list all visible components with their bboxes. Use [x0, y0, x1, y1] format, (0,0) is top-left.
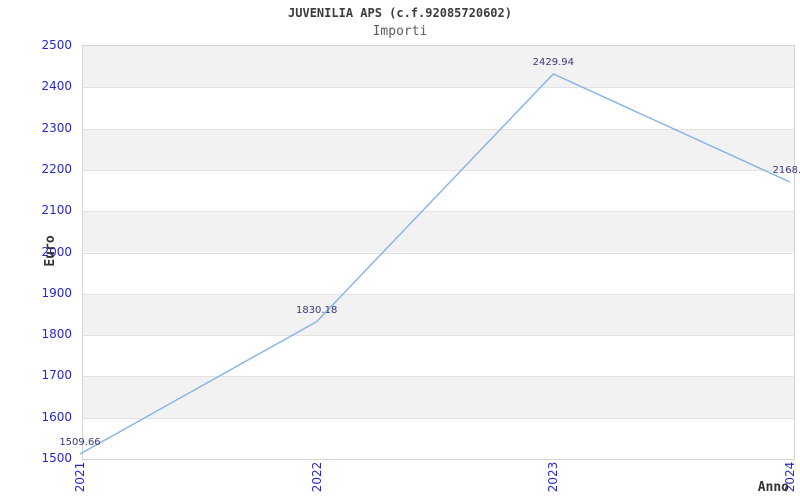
y-tick-label: 2200: [41, 161, 72, 176]
plot-band: [83, 417, 794, 459]
x-axis-title: Anno: [757, 480, 789, 495]
point-label: 2429.94: [532, 56, 574, 68]
y-tick-label: 2000: [41, 244, 72, 259]
gridline: [83, 87, 794, 89]
x-tick-label: 2021: [73, 461, 87, 493]
y-axis-title: Euro: [43, 235, 58, 267]
plot-band: [83, 335, 794, 377]
y-tick-label: 1500: [41, 451, 72, 465]
gridline: [83, 128, 794, 130]
gridline: [83, 293, 794, 295]
y-tick-label: 1900: [41, 285, 72, 300]
plot-band: [83, 252, 794, 294]
point-label: 1830.18: [295, 304, 338, 316]
plot-band: [83, 128, 794, 170]
y-tick-label: 2100: [41, 203, 72, 218]
point-label: 2168.3: [772, 164, 800, 176]
gridline: [83, 211, 794, 213]
y-tick-label: 1600: [41, 409, 72, 424]
plot-area: [82, 45, 795, 460]
plot-band: [83, 293, 794, 336]
gridline: [83, 252, 794, 254]
point-label: 1509.66: [59, 437, 101, 448]
plot-band: [83, 87, 794, 129]
plot-band: [83, 376, 794, 418]
plot-band: [83, 169, 794, 212]
gridline: [83, 335, 794, 337]
gridline: [83, 376, 794, 378]
y-tick-label: 1700: [41, 368, 72, 383]
y-tick-label: 2500: [41, 38, 72, 52]
chart-subtitle: Importi: [372, 24, 428, 39]
x-tick-label: 2022: [309, 461, 324, 493]
y-tick-label: 2400: [41, 79, 72, 94]
y-tick-label: 1800: [41, 327, 72, 342]
gridline: [83, 169, 794, 171]
plot-band: [83, 46, 794, 88]
plot-band: [83, 211, 794, 253]
chart-title: JUVENILIA APS (c.f.92085720602): [288, 6, 512, 20]
x-tick-label: 2023: [546, 461, 561, 493]
gridline: [83, 417, 794, 419]
y-tick-label: 2300: [41, 120, 72, 135]
